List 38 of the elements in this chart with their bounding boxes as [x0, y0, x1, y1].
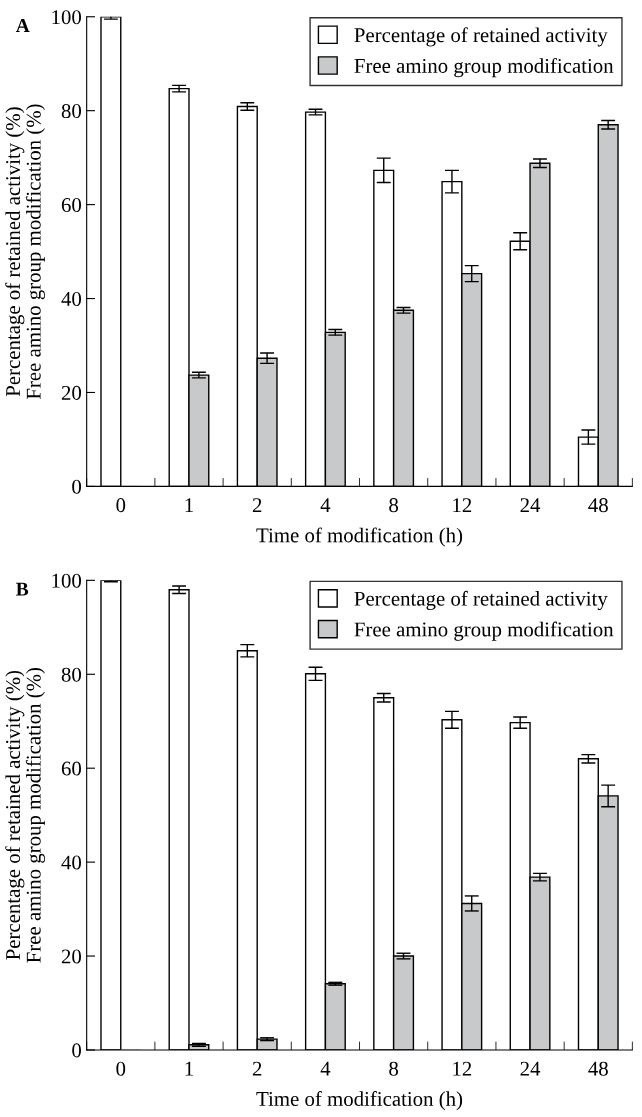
x-axis-title: Time of modification (h) — [256, 1091, 463, 1111]
x-tick-label: 2 — [252, 1061, 262, 1076]
y-tick-label: 20 — [61, 385, 82, 400]
x-tick-label: 0 — [116, 498, 126, 513]
y-tick-label: 60 — [61, 197, 82, 213]
x-tick-label: 8 — [389, 498, 399, 513]
y-tick-label: 100 — [52, 573, 82, 588]
y-tick-label: 100 — [52, 10, 82, 25]
y-tick-label: 40 — [61, 855, 82, 870]
legend-label: Percentage of retained activity — [354, 590, 608, 611]
y-tick-label: 0 — [72, 1043, 82, 1058]
legend-label: Free amino group modification — [354, 621, 614, 641]
chart-title: A — [15, 19, 30, 32]
x-tick-label: 24 — [520, 1061, 541, 1076]
legend-label: Percentage of retained activity — [354, 27, 608, 47]
x-tick-label: 48 — [588, 1061, 608, 1076]
x-tick-label: 2 — [252, 498, 262, 512]
x-tick-label: 48 — [588, 498, 608, 513]
y-tick-label: 80 — [61, 667, 82, 682]
x-tick-label: 1 — [185, 498, 193, 512]
y-tick-label: 20 — [61, 949, 82, 964]
y-axis-title: Percentage of retained activity (%) Free amino group modification (%) — [5, 104, 45, 400]
chart-title: B — [16, 582, 29, 596]
x-tick-label: 1 — [185, 1061, 193, 1076]
y-tick-label: 40 — [61, 291, 82, 306]
x-tick-label: 12 — [453, 1061, 472, 1076]
x-tick-label: 4 — [320, 1061, 331, 1076]
x-tick-label: 4 — [320, 498, 331, 512]
legend-label: Free amino group modification — [354, 58, 614, 78]
x-tick-label: 8 — [389, 1061, 399, 1076]
x-tick-label: 0 — [116, 1061, 126, 1076]
y-tick-label: 80 — [61, 104, 82, 119]
x-tick-label: 24 — [520, 498, 541, 512]
y-tick-label: 0 — [72, 479, 82, 494]
y-tick-label: 60 — [61, 761, 82, 776]
x-tick-label: 12 — [453, 498, 472, 512]
x-axis-title: Time of modification (h) — [256, 527, 463, 547]
y-axis-title: Percentage of retained activity (%) Free amino group modification (%) — [5, 667, 45, 963]
